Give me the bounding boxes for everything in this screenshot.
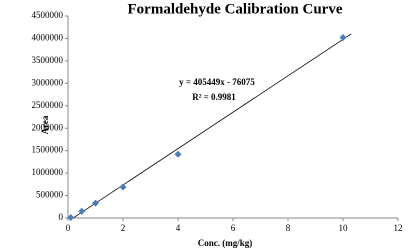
x-tick-label: 12 bbox=[394, 223, 403, 233]
y-tick-label: 4000000 bbox=[32, 33, 64, 43]
y-tick-label: 500000 bbox=[36, 190, 64, 200]
point bbox=[67, 214, 75, 222]
y-tick-label: 3500000 bbox=[32, 55, 64, 65]
y-tick-label: 1500000 bbox=[32, 145, 64, 155]
x-tick-label: 6 bbox=[231, 223, 236, 233]
r-squared: R² = 0.9981 bbox=[192, 92, 236, 102]
y-tick-label: 3000000 bbox=[32, 77, 64, 87]
point bbox=[339, 34, 347, 42]
y-tick-label: 2500000 bbox=[32, 100, 64, 110]
y-axis-label: Area bbox=[40, 115, 50, 134]
x-tick-label: 2 bbox=[121, 223, 126, 233]
equation: y = 405449x - 76075 bbox=[179, 77, 255, 87]
point bbox=[119, 183, 127, 191]
x-tick-label: 0 bbox=[66, 223, 71, 233]
point bbox=[78, 207, 86, 215]
chart-title: Formaldehyde Calibration Curve bbox=[128, 1, 343, 17]
y-tick-label: 1000000 bbox=[32, 167, 64, 177]
point bbox=[92, 199, 99, 207]
y-tick-label: 0 bbox=[59, 212, 64, 222]
y-tick-label: 4500000 bbox=[32, 10, 64, 20]
trendline bbox=[73, 33, 352, 219]
x-tick-label: 4 bbox=[176, 223, 181, 233]
x-tick-label: 10 bbox=[339, 223, 349, 233]
x-axis-label: Conc. (mg/kg) bbox=[198, 238, 253, 248]
point bbox=[174, 150, 182, 158]
y-tick-label: 2000000 bbox=[32, 122, 64, 132]
x-tick-label: 8 bbox=[286, 223, 291, 233]
